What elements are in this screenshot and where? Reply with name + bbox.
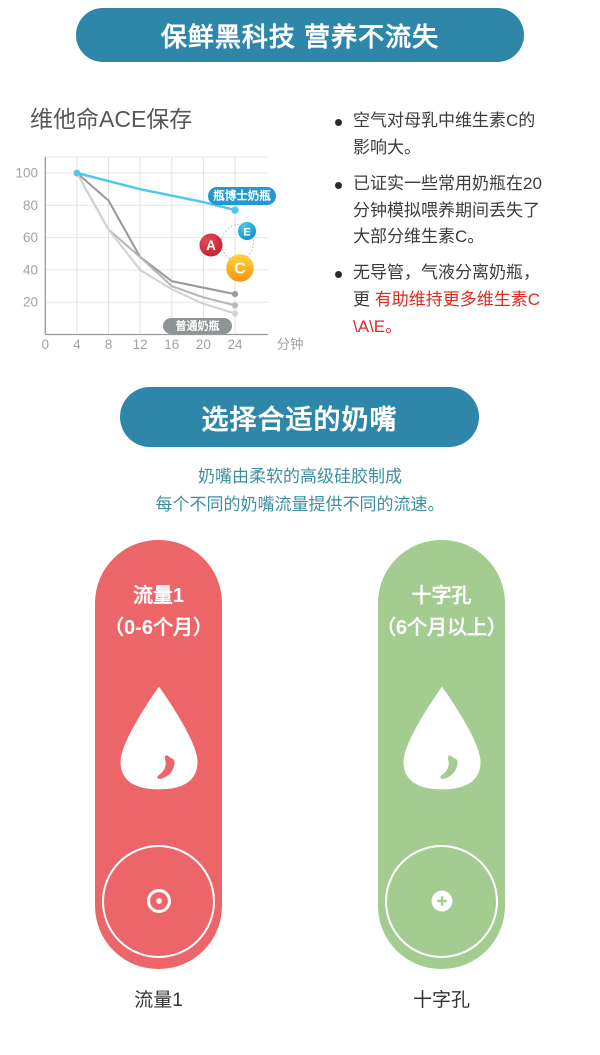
svg-text:16: 16: [164, 337, 179, 352]
svg-text:12: 12: [133, 337, 148, 352]
svg-text:C: C: [234, 261, 246, 278]
svg-text:80: 80: [23, 198, 38, 213]
svg-text:分钟: 分钟: [277, 336, 304, 352]
svg-text:20: 20: [196, 337, 211, 352]
svg-text:普通奶瓶: 普通奶瓶: [176, 319, 220, 333]
svg-text:E: E: [243, 226, 250, 238]
svg-text:20: 20: [23, 295, 38, 310]
svg-text:8: 8: [105, 337, 113, 352]
svg-text:瓶博士奶瓶: 瓶博士奶瓶: [213, 189, 271, 203]
svg-text:24: 24: [227, 337, 243, 352]
svg-text:4: 4: [73, 337, 81, 352]
svg-text:100: 100: [15, 166, 38, 181]
svg-text:60: 60: [23, 230, 38, 245]
svg-text:A: A: [206, 238, 216, 253]
svg-text:40: 40: [23, 262, 38, 277]
svg-text:0: 0: [42, 337, 50, 352]
